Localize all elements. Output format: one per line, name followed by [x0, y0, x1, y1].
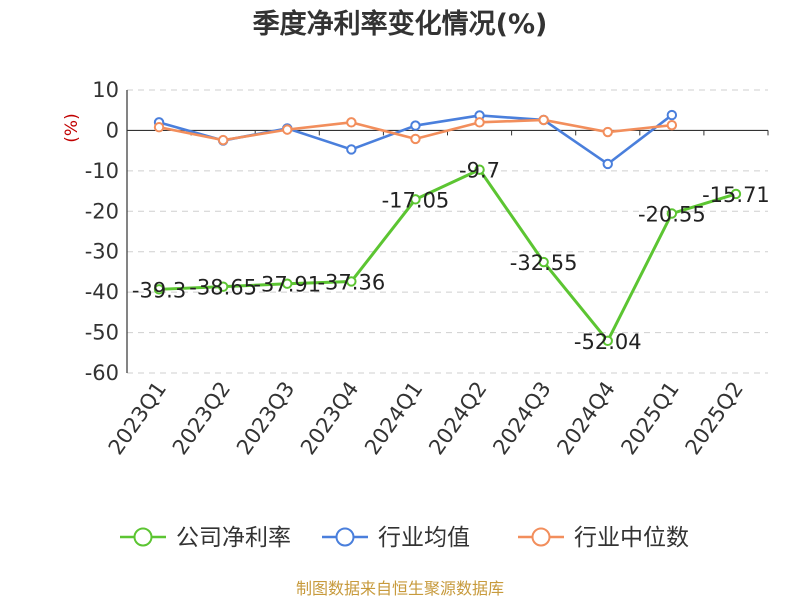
y-tick-label: -60	[85, 361, 119, 385]
legend-label: 行业均值	[378, 525, 470, 551]
x-tick-label: 2024Q1	[360, 377, 427, 459]
grid-lines	[127, 89, 768, 374]
series-line	[158, 168, 737, 343]
data-point	[410, 120, 421, 131]
legend-marker	[335, 527, 355, 547]
data-point	[282, 278, 293, 289]
y-tick-label: 0	[106, 118, 119, 142]
data-point	[410, 194, 421, 205]
data-label: -17.05	[382, 188, 450, 212]
x-tick-label: 2023Q1	[104, 377, 171, 459]
data-point	[730, 188, 742, 200]
legend-marker	[531, 527, 551, 547]
x-tick-label: 2025Q1	[616, 377, 683, 459]
data-point	[538, 114, 549, 126]
data-point	[217, 134, 229, 146]
data-label: -37.91	[253, 273, 321, 297]
data-point	[282, 124, 293, 135]
data-point	[666, 208, 678, 219]
y-tick-label: -30	[85, 240, 119, 264]
data-label: -39.3	[132, 278, 186, 302]
data-point	[153, 121, 165, 133]
y-axis-label: (%)	[62, 113, 82, 142]
data-point	[666, 109, 678, 121]
data-point	[153, 284, 165, 295]
x-tick-label: 2024Q3	[488, 377, 555, 459]
series-lines	[153, 109, 742, 347]
x-tick-label: 2023Q4	[296, 377, 363, 459]
source-note: 制图数据来自恒生聚源数据库	[296, 579, 504, 598]
data-label: -15.71	[702, 183, 770, 207]
data-label: -37.36	[317, 270, 385, 294]
legend: 公司净利率 行业均值 行业中位数	[120, 525, 689, 551]
data-point	[602, 126, 613, 138]
y-tick-label: 10	[92, 78, 119, 102]
chart-title: 季度净利率变化情况(%)	[253, 8, 548, 40]
y-tick-label: -20	[85, 199, 119, 223]
x-tick-label: 2024Q2	[424, 377, 491, 459]
data-labels: -39.3 -38.65-37.91-37.36 -17.05 -9.7 -32.55 -…	[132, 159, 770, 354]
data-label: -9.7	[459, 159, 500, 183]
legend-marker	[133, 527, 153, 547]
data-point	[410, 133, 421, 145]
y-tick-label: -50	[85, 321, 119, 345]
data-point	[666, 119, 678, 131]
data-point	[538, 256, 549, 268]
y-tick-label: -40	[85, 280, 119, 304]
data-point	[474, 164, 485, 175]
legend-label: 行业中位数	[574, 525, 689, 551]
x-tick-label: 2025Q2	[681, 377, 748, 459]
x-tick-label: 2023Q3	[232, 377, 299, 459]
data-label: -20.55	[638, 203, 706, 227]
data-point	[602, 335, 613, 347]
data-point	[217, 281, 229, 292]
data-point	[346, 276, 357, 287]
data-label: -52.04	[574, 330, 642, 354]
legend-label: 公司净利率	[176, 525, 291, 551]
data-label: -38.65	[189, 276, 257, 300]
data-point	[602, 158, 613, 170]
data-point	[474, 117, 485, 128]
y-tick-label: -10	[85, 159, 119, 183]
data-point	[346, 117, 357, 128]
x-tick-label: 2023Q2	[168, 377, 235, 459]
data-label: -32.55	[510, 251, 578, 275]
data-point	[346, 144, 357, 155]
x-tick-label: 2024Q4	[552, 377, 619, 459]
